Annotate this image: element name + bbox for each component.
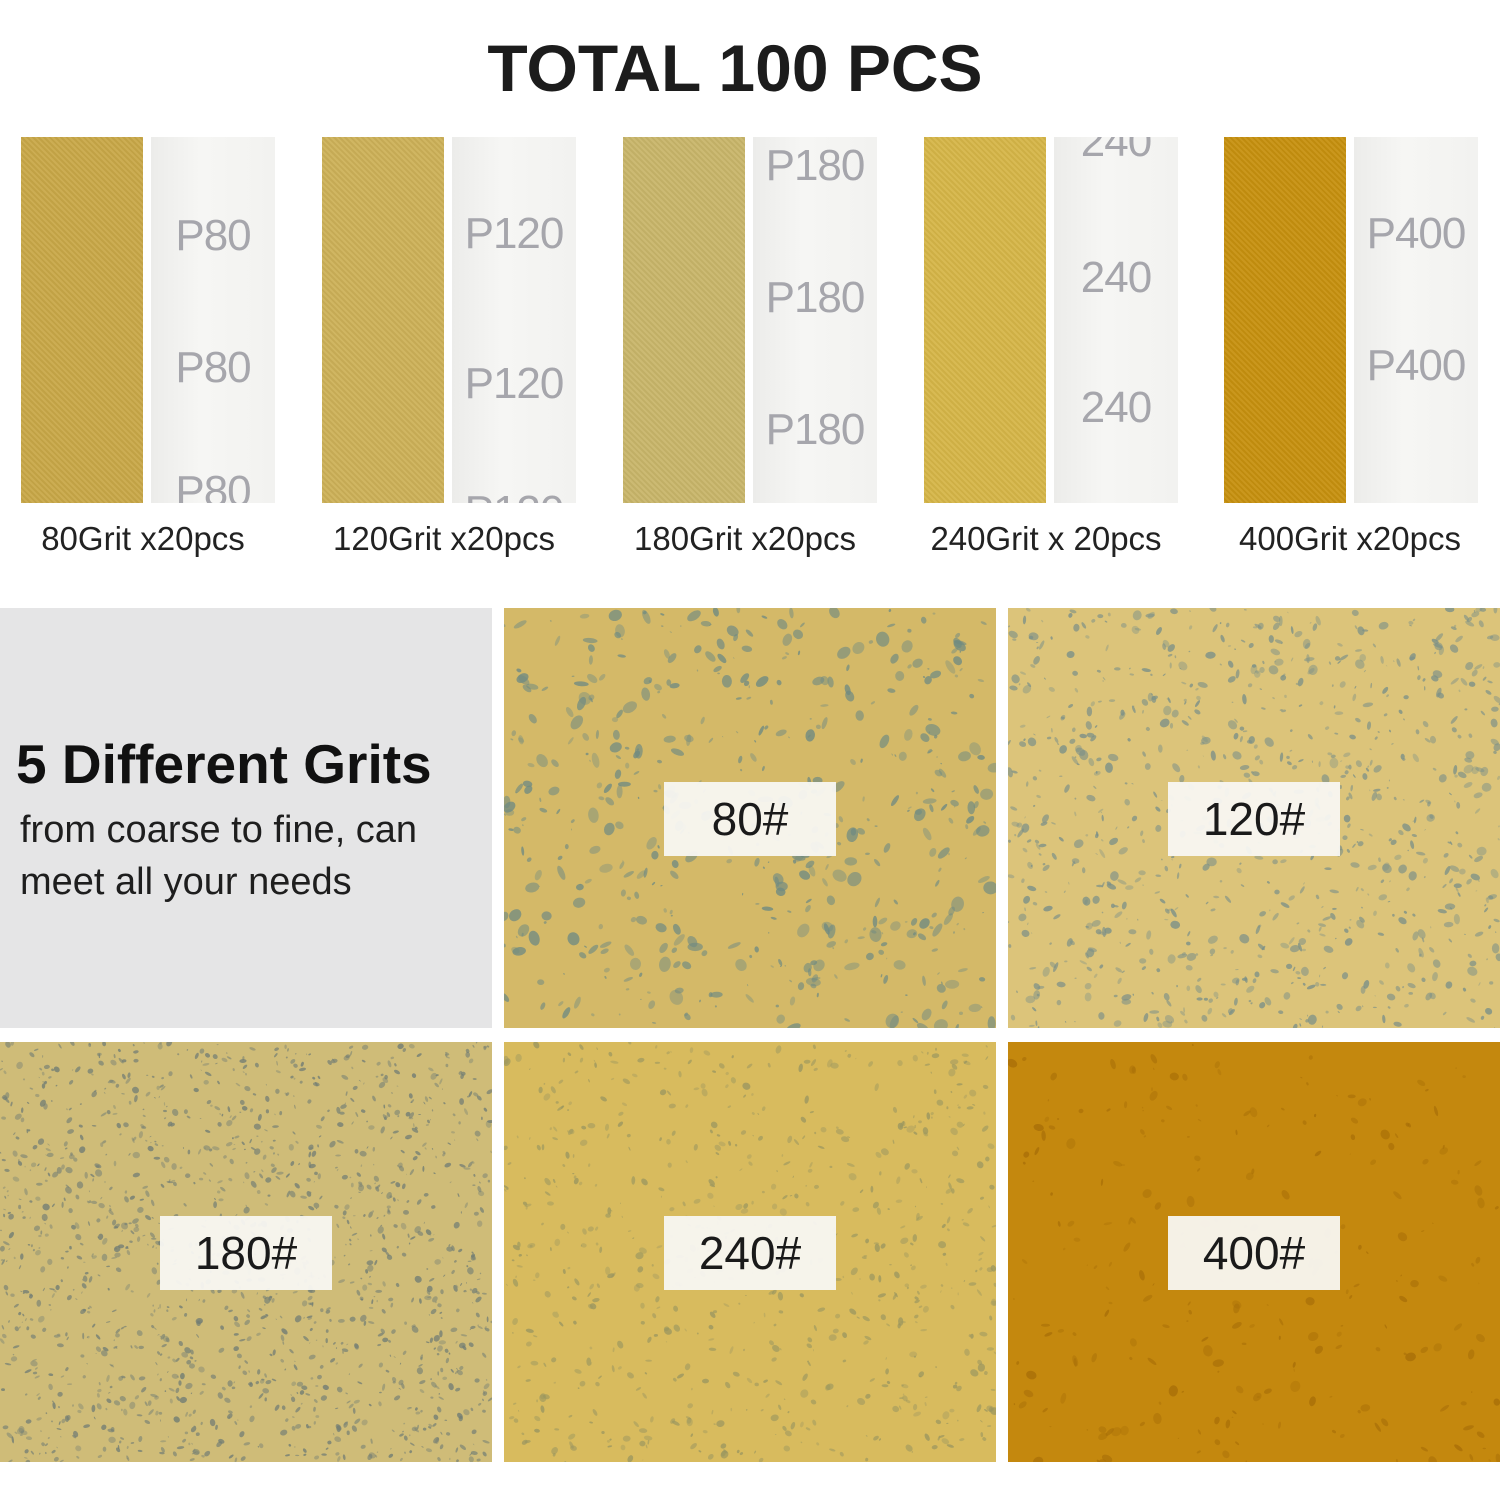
intro-panel: 5 Different Grits from coarse to fine, c… [0,608,492,1028]
back-mark: 240 [1080,137,1152,166]
strip-pair-120: P120 P120 P120 [322,137,578,503]
back-mark: P180 [765,141,866,190]
grit-label-240: 240# [664,1216,836,1290]
sandpaper-back-80: P80 P80 P80 [151,137,275,503]
grit-tile-180: 180# [0,1042,492,1462]
sandpaper-back-240: 240 240 240 [1054,137,1178,503]
back-mark: P80 [175,343,251,392]
back-mark: 240 [1080,383,1152,432]
grit-label-180: 180# [160,1216,332,1290]
strip-pair-240: 240 240 240 [924,137,1180,503]
grit-tile-120: 120# [1008,608,1500,1028]
strip-caption-120: 120Grit x20pcs [333,520,555,557]
back-mark: P120 [452,487,576,503]
sandpaper-back-180: P180 P180 P180 [753,137,877,503]
grit-tile-400: 400# [1008,1042,1500,1462]
grit-label-400: 400# [1168,1216,1340,1290]
sandpaper-front-120 [322,137,444,503]
sandpaper-front-80 [21,137,143,503]
strip-pair-180: P180 P180 P180 [623,137,879,503]
back-mark: P400 [1366,341,1467,390]
page-title: TOTAL 100 PCS [487,31,983,105]
grit-texture-120 [1008,608,1500,1028]
strip-caption-80: 80Grit x20pcs [41,520,245,557]
back-mark: P120 [464,209,565,258]
grit-label-80: 80# [664,782,836,856]
back-mark: 240 [1080,253,1152,302]
back-mark: P180 [765,273,866,322]
back-mark: P80 [175,467,251,503]
sandpaper-front-180 [623,137,745,503]
back-mark: P180 [765,405,866,454]
back-mark: P80 [175,211,251,260]
sandpaper-front-400 [1224,137,1346,503]
grit-tile-80: 80# [504,608,996,1028]
sandpaper-back-120: P120 P120 P120 [452,137,576,503]
back-mark: P400 [1366,209,1467,258]
sandpaper-back-400: P400 P400 [1354,137,1478,503]
sandpaper-front-240 [924,137,1046,503]
grit-label-120: 120# [1168,782,1340,856]
intro-heading: 5 Different Grits [16,733,432,795]
strip-caption-240: 240Grit x 20pcs [930,520,1162,557]
strip-pair-80: P80 P80 P80 [21,137,277,503]
intro-body: from coarse to fine, can meet all your n… [20,809,418,903]
grit-texture-80 [504,608,996,1028]
strip-caption-180: 180Grit x20pcs [634,520,856,557]
grit-tile-240: 240# [504,1042,996,1462]
back-mark: P120 [464,359,565,408]
strip-pair-400: P400 P400 [1224,137,1480,503]
strip-caption-400: 400Grit x20pcs [1239,520,1461,557]
